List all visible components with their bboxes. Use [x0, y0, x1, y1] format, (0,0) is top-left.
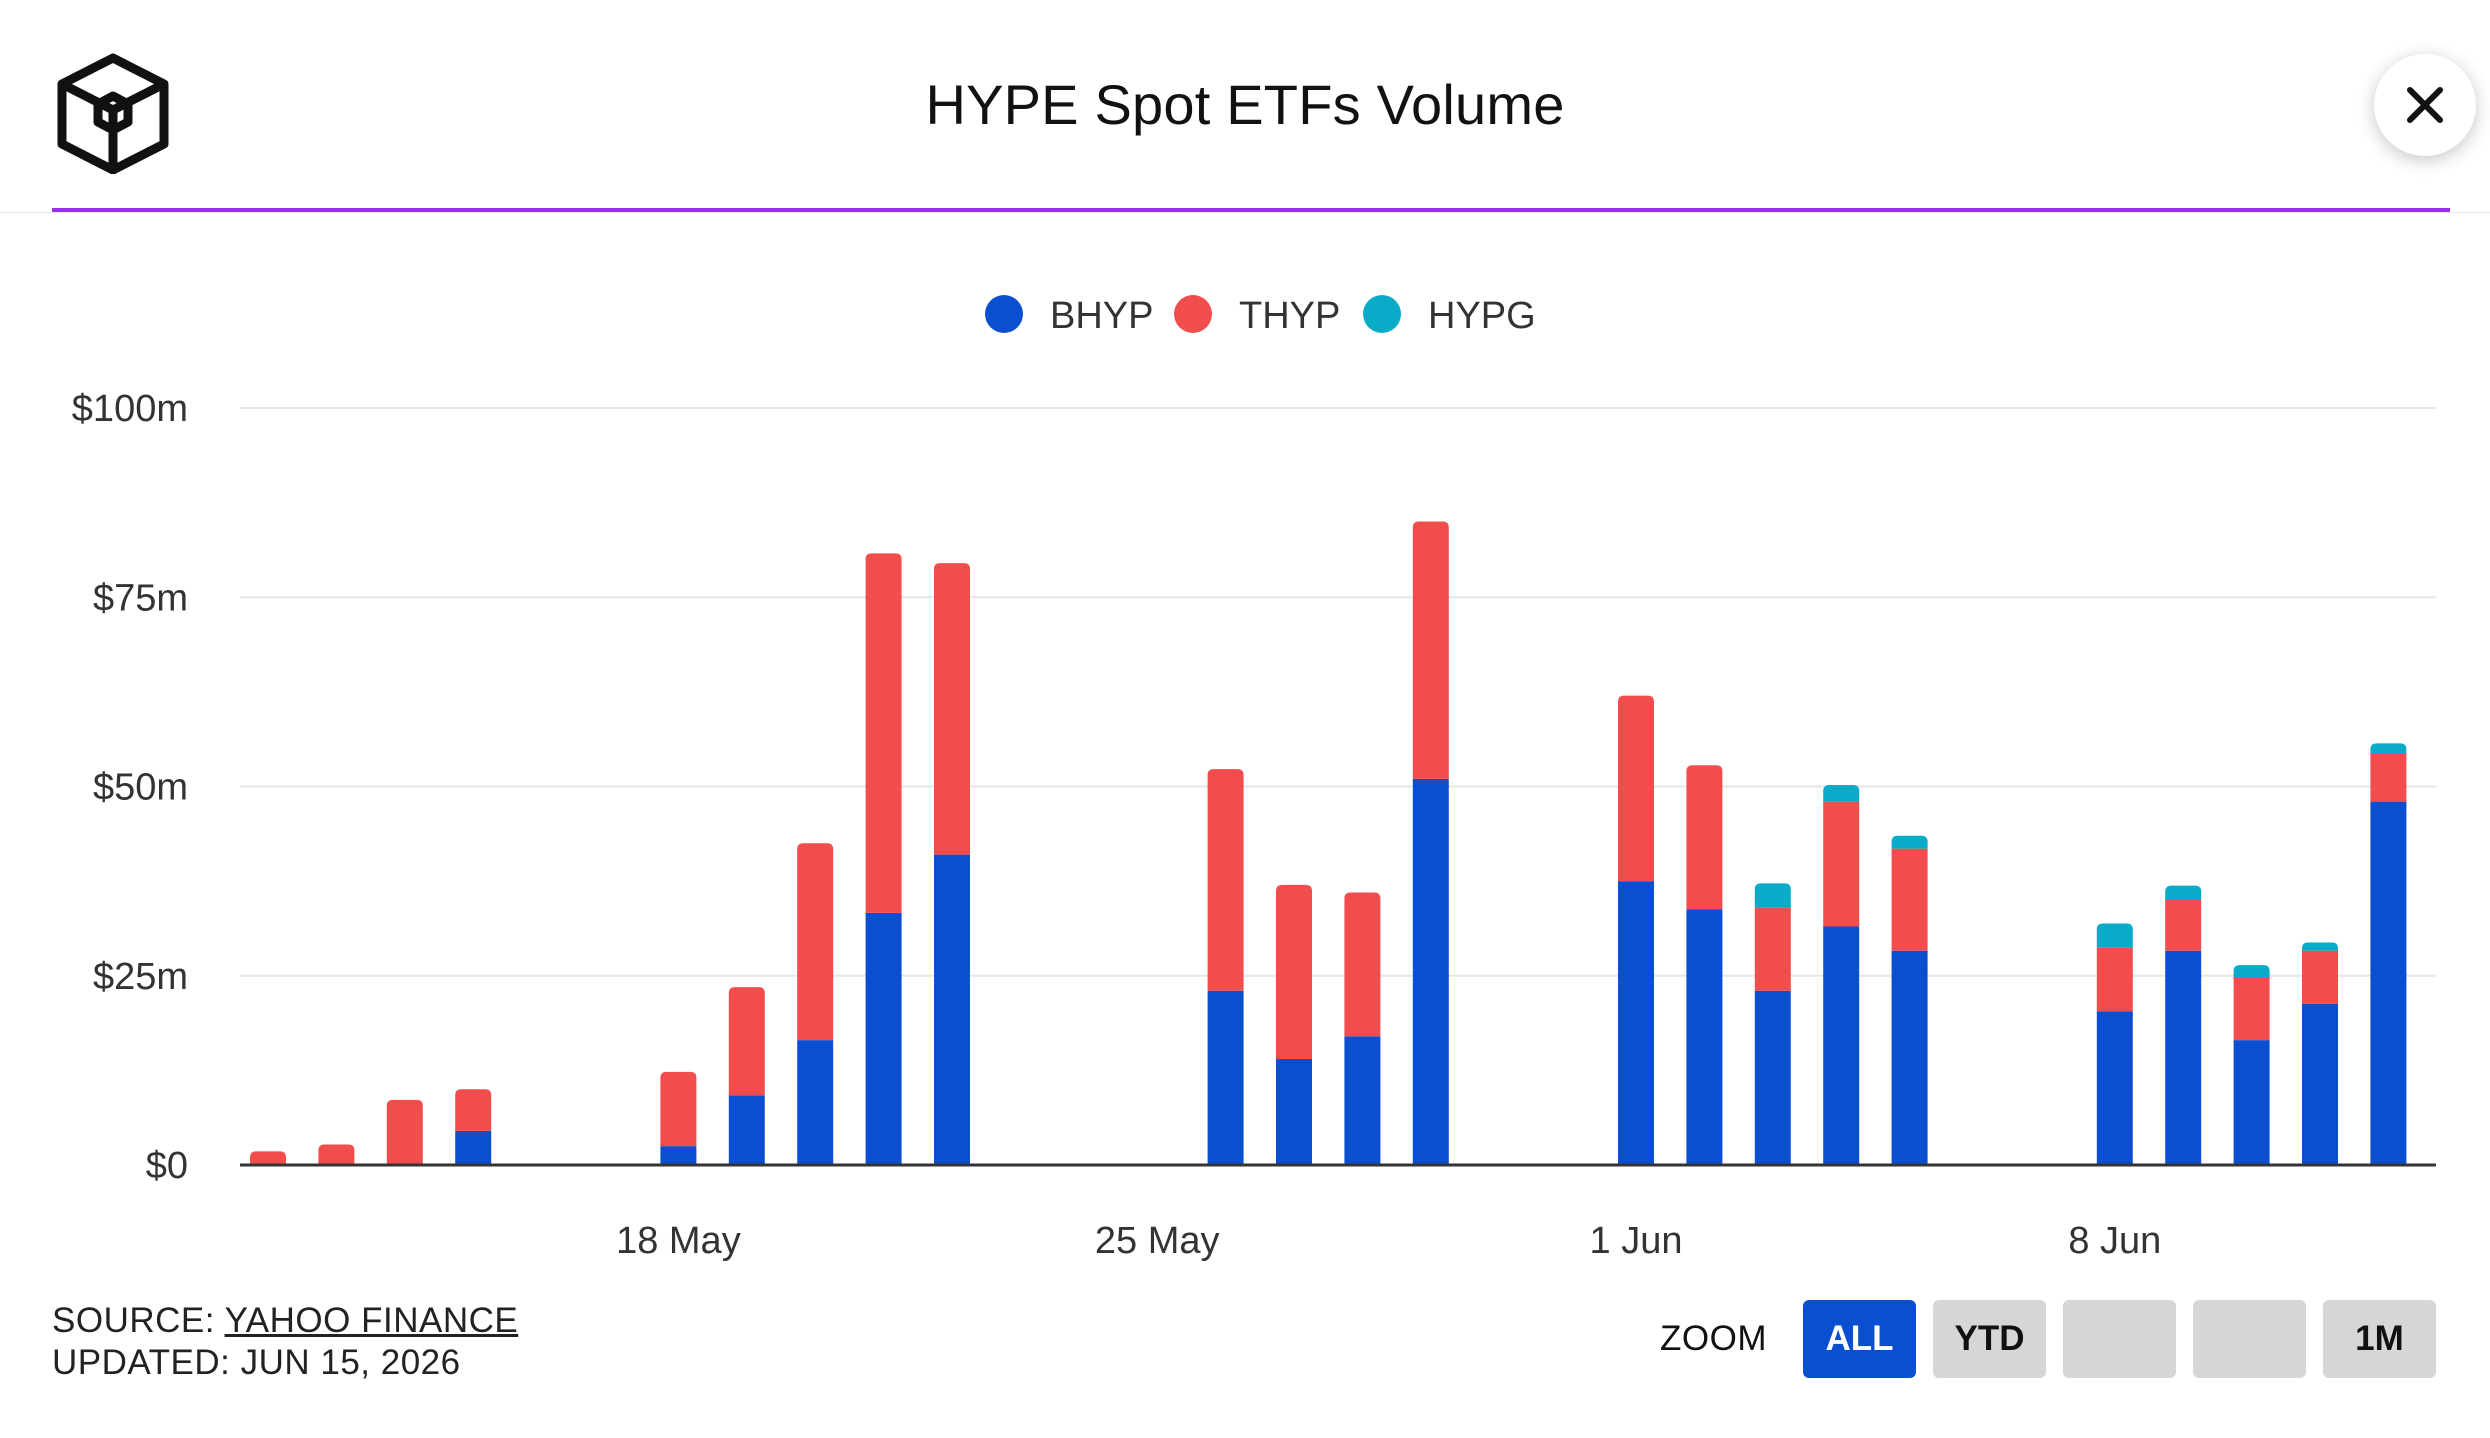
bar-thyp[interactable] [797, 843, 834, 1041]
zoom-label: ZOOM [1660, 1319, 1767, 1358]
x-tick-label: 8 Jun [2068, 1220, 2161, 1262]
bar-thyp[interactable] [865, 553, 902, 913]
bar-hypg[interactable] [2302, 942, 2338, 951]
zoom-blank-button-1[interactable] [2062, 1300, 2176, 1378]
accent-line [52, 208, 2450, 212]
chart-bars [250, 521, 2407, 1165]
bar-thyp[interactable] [318, 1144, 355, 1165]
bar-hypg[interactable] [2165, 885, 2202, 901]
bar-bhyp[interactable] [728, 1095, 765, 1165]
bar-thyp[interactable] [934, 563, 970, 855]
legend-label-bhyp[interactable]: BHYP [1050, 295, 1153, 337]
bar-thyp[interactable] [1207, 769, 1244, 991]
y-tick-label: $100m [72, 388, 188, 430]
bar-bhyp[interactable] [2370, 801, 2407, 1165]
bar-thyp[interactable] [1686, 765, 1723, 910]
bar-hypg[interactable] [1754, 883, 1791, 908]
bar-bhyp[interactable] [2165, 950, 2202, 1165]
bar-bhyp[interactable] [2302, 1003, 2338, 1165]
bar-bhyp[interactable] [1823, 926, 1860, 1165]
bar-thyp[interactable] [250, 1151, 286, 1165]
bar-bhyp[interactable] [1344, 1036, 1381, 1165]
zoom-controls: ZOOM ALL YTD 1M [1660, 1300, 2436, 1378]
bar-thyp[interactable] [1754, 907, 1791, 991]
y-tick-label: $25m [93, 956, 188, 998]
bar-bhyp[interactable] [797, 1040, 834, 1165]
zoom-blank-button-2[interactable] [2192, 1300, 2306, 1378]
legend-marker-hypg [1363, 295, 1401, 333]
zoom-all-button[interactable]: ALL [1802, 1300, 1916, 1378]
bar-hypg[interactable] [1823, 784, 1860, 802]
x-axis: 18 May 25 May 1 Jun 8 Jun [240, 1163, 2436, 1262]
bar-bhyp[interactable] [1276, 1059, 1312, 1165]
legend-label-thyp[interactable]: THYP [1239, 295, 1340, 337]
bar-thyp[interactable] [660, 1071, 697, 1147]
chart-header: HYPE Spot ETFs Volume [0, 0, 2490, 213]
zoom-1m-button[interactable]: 1M [2322, 1300, 2436, 1378]
x-tick-label: 18 May [616, 1220, 741, 1262]
bar-bhyp[interactable] [1618, 881, 1654, 1165]
chart-legend: BHYP THYP HYPG [985, 295, 1536, 337]
source-line: SOURCE: YAHOO FINANCE [52, 1300, 518, 1342]
close-icon [2407, 87, 2443, 123]
bar-thyp[interactable] [386, 1099, 423, 1165]
bar-thyp[interactable] [1276, 884, 1312, 1060]
bar-bhyp[interactable] [2096, 1011, 2133, 1165]
bar-thyp[interactable] [2302, 950, 2338, 1004]
header-divider [0, 212, 2490, 213]
source-prefix: SOURCE: [52, 1301, 225, 1340]
bar-thyp[interactable] [2233, 978, 2270, 1041]
bar-thyp[interactable] [1891, 848, 1928, 951]
y-tick-label: $0 [146, 1145, 188, 1187]
bar-thyp[interactable] [2165, 900, 2202, 951]
x-tick-label: 1 Jun [1590, 1220, 1683, 1262]
bar-thyp[interactable] [1823, 801, 1860, 927]
legend-label-hypg[interactable]: HYPG [1428, 295, 1536, 337]
y-tick-label: $50m [93, 767, 188, 809]
y-tick-label: $75m [93, 577, 188, 619]
bar-hypg[interactable] [2370, 743, 2407, 754]
bar-hypg[interactable] [2233, 965, 2270, 979]
bar-bhyp[interactable] [2233, 1040, 2270, 1165]
bar-bhyp[interactable] [1686, 909, 1723, 1165]
bar-thyp[interactable] [1412, 521, 1449, 779]
y-axis: $0 $25m $50m $75m $100m [72, 388, 188, 1187]
source-link[interactable]: YAHOO FINANCE [224, 1301, 519, 1340]
source-info: SOURCE: YAHOO FINANCE UPDATED: JUN 15, 2… [52, 1300, 518, 1384]
bar-bhyp[interactable] [1207, 990, 1244, 1165]
bar-bhyp[interactable] [1754, 990, 1791, 1165]
bar-thyp[interactable] [455, 1089, 492, 1131]
bar-bhyp[interactable] [660, 1146, 697, 1165]
bar-thyp[interactable] [1618, 695, 1654, 882]
cube-logo-icon [57, 53, 169, 174]
close-button[interactable] [2374, 54, 2476, 156]
bar-hypg[interactable] [1891, 835, 1928, 849]
legend-marker-bhyp [985, 295, 1023, 333]
bar-thyp[interactable] [2096, 947, 2133, 1012]
bar-bhyp[interactable] [1412, 778, 1449, 1165]
bar-bhyp[interactable] [934, 854, 970, 1165]
updated-date: UPDATED: JUN 15, 2026 [52, 1343, 461, 1382]
bar-bhyp[interactable] [865, 912, 902, 1165]
legend-marker-thyp [1174, 295, 1212, 333]
bar-thyp[interactable] [2370, 753, 2407, 802]
x-tick-label: 25 May [1095, 1220, 1220, 1262]
chart-gridlines [240, 407, 2436, 977]
zoom-ytd-button[interactable]: YTD [1932, 1300, 2046, 1378]
bar-thyp[interactable] [728, 987, 765, 1096]
stacked-bar-chart: BHYP THYP HYPG $0 $25m $50m $75m $100m 18 May 2… [72, 295, 2436, 1262]
bar-hypg[interactable] [2096, 923, 2133, 948]
bar-bhyp[interactable] [455, 1130, 492, 1165]
bar-thyp[interactable] [1344, 892, 1381, 1037]
bar-bhyp[interactable] [1891, 950, 1928, 1165]
chart-title: HYPE Spot ETFs Volume [925, 73, 1565, 136]
